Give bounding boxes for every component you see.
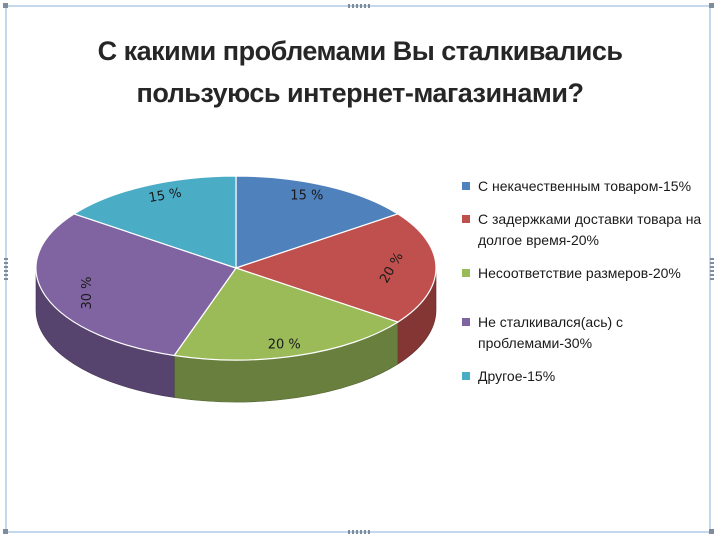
resize-handle-top[interactable]	[348, 4, 370, 8]
legend-item-other: Другое-15%	[462, 366, 712, 387]
legend-item-delivery-delay: С задержками доставки товара на долгое в…	[462, 209, 712, 251]
chart-title: С какими проблемами Вы сталкивались поль…	[40, 30, 680, 114]
pie-slice-other	[72, 175, 237, 269]
resize-handle-top-left[interactable]	[3, 3, 8, 8]
resize-handle-bottom-right[interactable]	[709, 529, 714, 534]
data-label-size-mismatch: 20 %	[268, 337, 301, 352]
legend-label-no-problems: Не сталкивался(ась) с проблемами-30%	[478, 314, 624, 351]
resize-handle-bottom-left[interactable]	[3, 529, 8, 534]
legend-swatch-size-mismatch	[462, 269, 470, 277]
pie-slice-no-problems	[35, 213, 237, 357]
legend-label-other: Другое-15%	[478, 368, 556, 384]
resize-handle-right[interactable]	[710, 258, 714, 280]
legend-swatch-poor-quality	[462, 182, 470, 190]
chart-title-line-1: С какими проблемами Вы сталкивались	[97, 36, 623, 66]
chart-legend: С некачественным товаром-15% С задержкам…	[462, 176, 712, 387]
resize-handle-left[interactable]	[4, 258, 8, 280]
legend-item-no-problems: Не сталкивался(ась) с проблемами-30%	[462, 312, 712, 354]
data-label-no-problems: 30 %	[80, 277, 95, 310]
data-label-poor-quality: 15 %	[290, 188, 323, 203]
legend-item-poor-quality: С некачественным товаром-15%	[462, 176, 712, 197]
legend-swatch-delivery-delay	[462, 215, 470, 223]
legend-swatch-other	[462, 372, 470, 380]
pie-slice-size-mismatch	[173, 267, 400, 361]
pie-slice-poor-quality	[235, 175, 400, 269]
pie-slice-delivery-delay	[234, 213, 437, 323]
resize-handle-bottom[interactable]	[348, 530, 370, 534]
legend-swatch-no-problems	[462, 318, 470, 326]
legend-item-size-mismatch: Несоответствие размеров-20%	[462, 263, 712, 284]
resize-handle-top-right[interactable]	[709, 3, 714, 8]
chart-title-line-2: пользуюсь интернет-магазинами?	[136, 78, 584, 108]
legend-label-size-mismatch: Несоответствие размеров-20%	[478, 265, 681, 281]
data-label-other: 15 %	[148, 186, 183, 207]
legend-label-delivery-delay: С задержками доставки товара на долгое в…	[478, 211, 702, 248]
legend-label-poor-quality: С некачественным товаром-15%	[478, 178, 692, 194]
